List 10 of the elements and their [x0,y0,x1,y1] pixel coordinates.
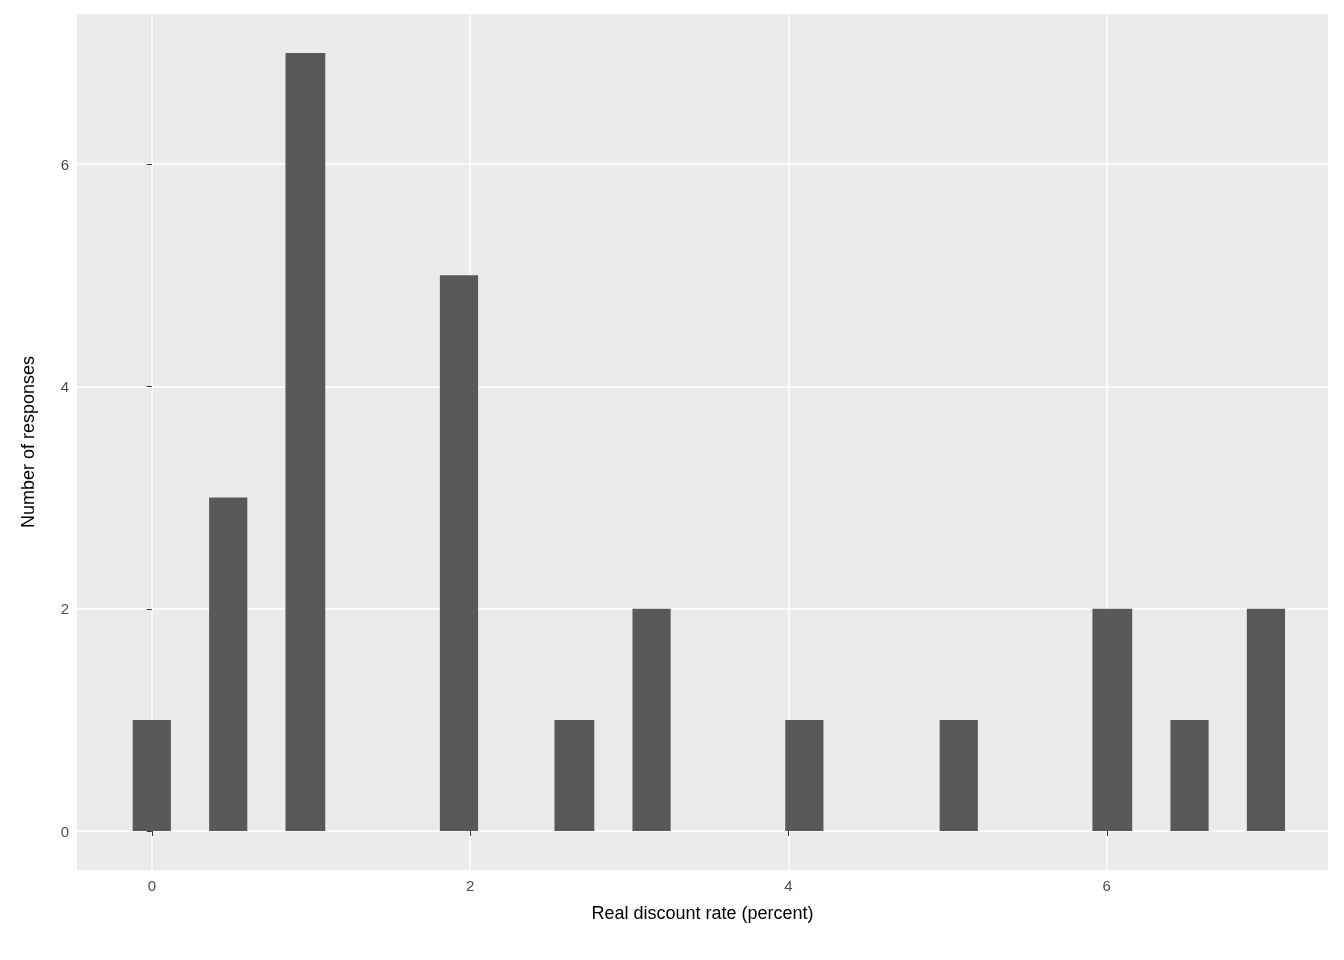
y-tick-label: 4 [60,377,69,395]
y-tick-label: 6 [60,155,69,173]
x-tick-label: 6 [1102,877,1111,894]
x-tick-label: 2 [465,877,475,894]
y-axis-title: Number of responses [18,355,38,529]
x-tick-label: 0 [147,877,156,894]
x-tick-label: 4 [784,877,793,894]
y-tick-label: 2 [60,600,69,618]
y-tick-label: 0 [60,822,69,840]
x-axis-title: Real discount rate (percent) [591,903,814,923]
